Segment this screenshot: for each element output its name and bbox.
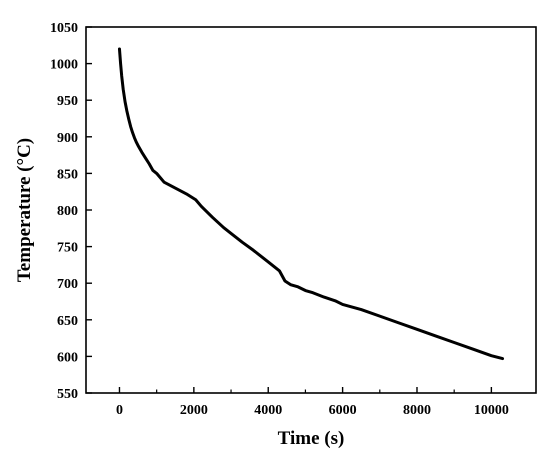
y-tick-label: 900 <box>57 131 78 146</box>
plot-frame <box>85 26 537 394</box>
x-tick-label: 0 <box>116 403 123 418</box>
x-tick-label: 8000 <box>403 403 431 418</box>
y-tick-label: 950 <box>57 94 78 109</box>
tick-marks <box>86 26 493 394</box>
y-tick-label: 850 <box>57 167 78 182</box>
x-tick-label: 4000 <box>254 403 282 418</box>
y-tick-label: 800 <box>57 204 78 219</box>
x-tick-label: 6000 <box>329 403 357 418</box>
tick-labels: 0 2000 4000 6000 8000 10000 550 600 650 700 750 800… <box>50 21 509 418</box>
y-axis-title: Temperature (°C) <box>14 138 35 282</box>
y-tick-label: 750 <box>57 241 78 256</box>
series-line-temperature <box>117 47 505 361</box>
y-tick-label: 650 <box>57 314 78 329</box>
x-tick-label: 2000 <box>180 403 208 418</box>
y-tick-label: 600 <box>57 350 78 365</box>
y-tick-label: 700 <box>57 277 78 292</box>
y-tick-label: 1050 <box>50 21 78 36</box>
y-tick-label: 550 <box>57 387 78 402</box>
y-tick-label: 1000 <box>50 58 78 73</box>
x-axis-title: Time (s) <box>278 428 345 449</box>
x-tick-label: 10000 <box>474 403 509 418</box>
